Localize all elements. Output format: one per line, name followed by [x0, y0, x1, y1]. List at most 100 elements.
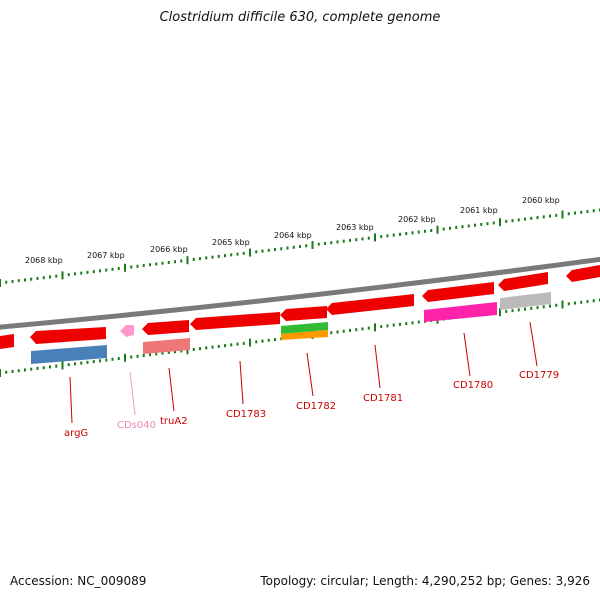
major-tick — [249, 338, 251, 347]
minor-tick — [324, 241, 326, 245]
minor-tick — [336, 330, 339, 334]
gene-label-CD1781[interactable]: CD1781 — [363, 393, 403, 404]
minor-tick — [211, 345, 214, 349]
cds-feature[interactable] — [30, 327, 106, 344]
cds-feature-pink[interactable] — [120, 325, 134, 337]
major-tick — [561, 210, 564, 219]
cds-feature[interactable] — [422, 282, 494, 302]
tick-label: 2068 kbp — [25, 256, 63, 265]
minor-tick — [36, 276, 39, 280]
gene-label-CD1783[interactable]: CD1783 — [226, 409, 266, 420]
minor-tick — [442, 227, 445, 231]
minor-tick — [574, 211, 576, 215]
minor-tick — [449, 226, 451, 230]
minor-tick — [292, 245, 295, 249]
minor-tick — [86, 270, 89, 274]
leader-line — [374, 344, 381, 389]
minor-tick — [224, 344, 226, 348]
tick-label: 2066 kbp — [150, 245, 188, 254]
minor-tick — [380, 235, 383, 239]
cds-feature[interactable] — [566, 265, 600, 282]
gene-label-CD1779[interactable]: CD1779 — [519, 370, 559, 381]
minor-tick — [49, 275, 51, 279]
leader-line — [239, 360, 244, 405]
minor-tick — [199, 347, 201, 351]
minor-tick — [80, 271, 83, 275]
minor-tick — [174, 350, 176, 354]
major-tick — [124, 263, 126, 272]
minor-tick — [386, 234, 389, 238]
cds-feature-gray[interactable] — [500, 292, 551, 310]
minor-tick — [524, 307, 526, 311]
minor-tick — [42, 366, 45, 370]
minor-tick — [299, 245, 301, 248]
minor-tick — [592, 299, 595, 303]
minor-tick — [455, 225, 458, 229]
minor-tick — [567, 212, 570, 216]
major-tick — [374, 233, 376, 242]
minor-tick — [217, 344, 220, 348]
minor-tick — [524, 217, 526, 221]
minor-tick — [461, 225, 464, 229]
minor-tick — [392, 323, 395, 327]
leader-line — [129, 371, 136, 416]
minor-tick — [392, 233, 395, 237]
cds-feature-blue[interactable] — [31, 345, 107, 364]
minor-tick — [580, 300, 583, 304]
minor-tick — [111, 357, 114, 361]
leader-line — [69, 376, 73, 424]
minor-tick — [167, 260, 170, 264]
cds-feature-salmon[interactable] — [143, 338, 190, 354]
gene-label-truA2[interactable]: truA2 — [160, 416, 188, 427]
minor-tick — [67, 363, 70, 367]
minor-tick — [574, 301, 576, 305]
minor-tick — [92, 360, 95, 364]
cds-feature[interactable] — [190, 312, 280, 330]
minor-tick — [486, 222, 489, 226]
cds-feature[interactable] — [0, 334, 14, 349]
inner-tick-track — [0, 298, 600, 377]
tick-labels: 2060 kbp 2061 kbp 2062 kbp 2063 kbp 2064… — [25, 196, 560, 265]
minor-tick — [517, 218, 520, 222]
minor-tick — [342, 239, 345, 243]
minor-tick — [542, 305, 545, 309]
minor-tick — [167, 350, 170, 354]
minor-tick — [149, 263, 151, 267]
minor-tick — [355, 238, 358, 242]
minor-tick — [161, 261, 164, 265]
minor-tick — [80, 361, 83, 365]
cds-feature-magenta[interactable] — [424, 302, 497, 322]
minor-tick — [192, 257, 195, 261]
gene-label-argG[interactable]: argG — [64, 428, 88, 439]
minor-tick — [30, 277, 33, 281]
minor-tick — [211, 255, 214, 259]
cds-feature[interactable] — [280, 306, 327, 321]
minor-tick — [99, 269, 101, 273]
minor-tick — [242, 251, 245, 255]
minor-tick — [536, 306, 539, 310]
minor-tick — [55, 274, 58, 278]
gene-label-CD1780[interactable]: CD1780 — [453, 380, 493, 391]
minor-tick — [24, 368, 26, 372]
cds-feature-orange[interactable] — [281, 330, 328, 340]
minor-tick — [411, 231, 414, 235]
cds-feature[interactable] — [326, 294, 414, 315]
cds-feature[interactable] — [498, 272, 548, 291]
minor-tick — [355, 328, 358, 332]
gene-label-CDs040[interactable]: CDs040 — [117, 420, 156, 431]
tick-label: 2061 kbp — [460, 206, 498, 215]
minor-tick — [592, 209, 595, 213]
leader-line — [168, 367, 175, 412]
minor-tick — [336, 240, 339, 244]
gene-label-CD1782[interactable]: CD1782 — [296, 401, 336, 412]
minor-tick — [105, 268, 108, 272]
minor-tick — [555, 213, 558, 217]
minor-tick — [99, 359, 101, 363]
minor-tick — [330, 241, 333, 245]
cds-feature[interactable] — [142, 320, 189, 335]
minor-tick — [517, 308, 520, 312]
minor-tick — [530, 306, 533, 310]
outer-tick-track — [0, 208, 600, 287]
minor-tick — [530, 216, 533, 220]
minor-tick — [305, 244, 308, 248]
